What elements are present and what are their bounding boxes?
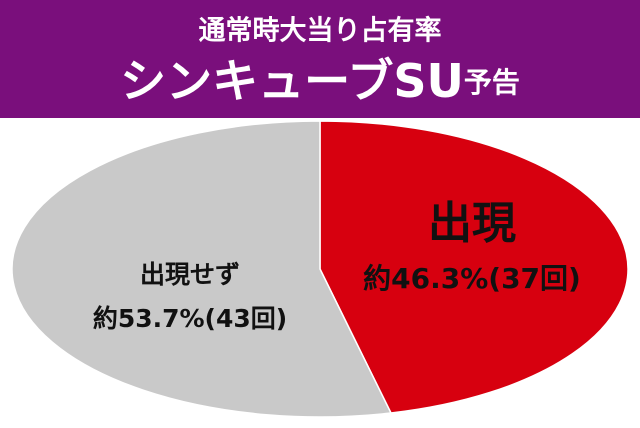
pie-slice — [11, 120, 393, 418]
chart-title: 通常時大当り占有率 — [199, 15, 442, 47]
subtitle-main: シンキューブSU — [120, 54, 464, 108]
value-label: 約53.7%(43回) — [93, 304, 287, 333]
header-band — [0, 0, 640, 118]
slice-label: 出現せず — [140, 260, 240, 289]
slice-label: 出現 — [428, 198, 516, 249]
subtitle-suffix: 予告 — [464, 66, 520, 99]
chart-subtitle: シンキューブSU予告 — [120, 54, 520, 108]
pie-slice — [319, 120, 629, 414]
value-label: 約46.3%(37回) — [363, 262, 581, 295]
